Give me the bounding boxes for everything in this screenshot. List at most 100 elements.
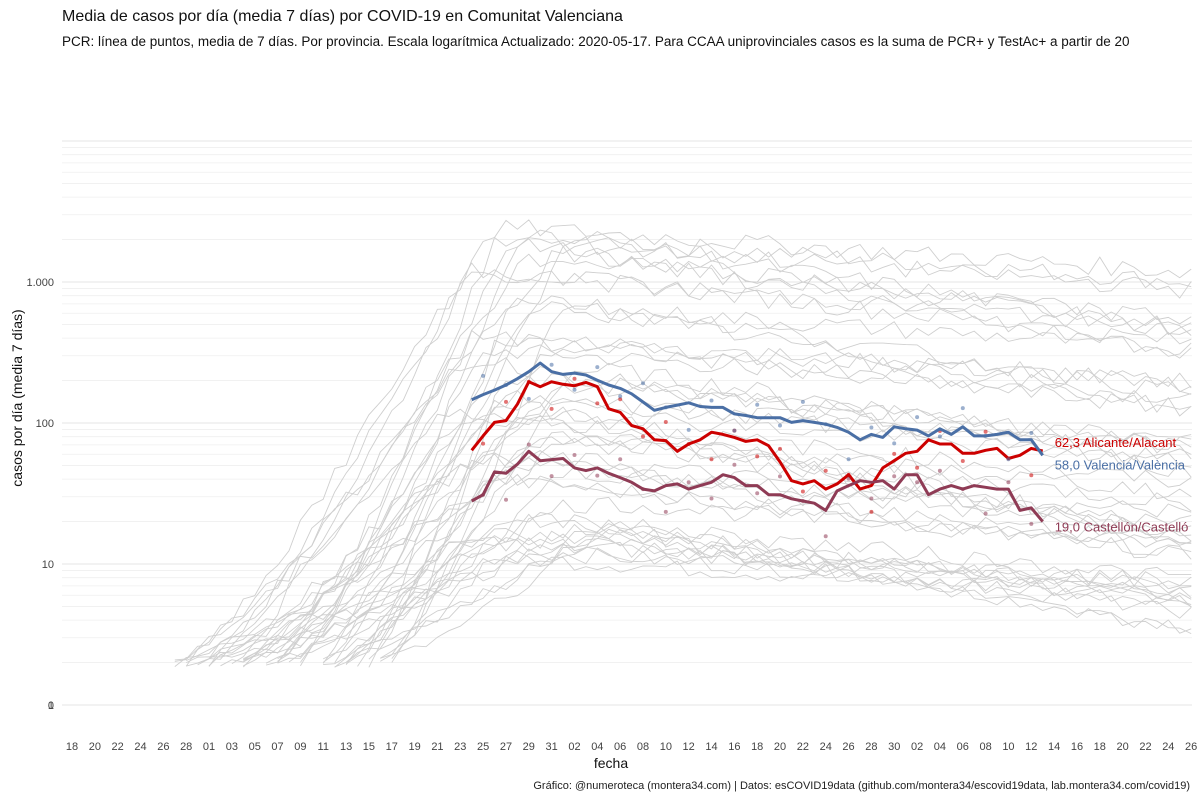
x-tick-label: 01 <box>203 741 215 753</box>
x-tick-label: 20 <box>89 741 101 753</box>
data-point <box>686 427 691 432</box>
x-tick-label: 06 <box>614 741 626 753</box>
background-line <box>391 373 1192 659</box>
series-line <box>470 380 1044 491</box>
x-tick-label: 17 <box>386 741 398 753</box>
background-line <box>231 262 1192 664</box>
x-tick-label: 09 <box>294 741 306 753</box>
data-point <box>778 474 782 479</box>
x-tick-labels: 18 20 22 24 26 28 01 03 05 07 09 11 13 15 17 19 21 23 25 27… <box>66 741 1197 753</box>
y-tick-label: 100 <box>36 418 54 430</box>
data-point <box>618 457 623 462</box>
data-point <box>983 511 988 516</box>
data-point <box>960 406 965 411</box>
x-tick-label: 30 <box>888 741 900 753</box>
data-point <box>481 441 486 446</box>
chart-caption: Gráfico: @numeroteca (montera34.com) | D… <box>533 780 1190 792</box>
data-point <box>526 396 531 401</box>
x-tick-label: 16 <box>728 741 740 753</box>
x-tick-label: 08 <box>979 741 991 753</box>
series-Valencia/València <box>471 361 1044 462</box>
background-line <box>243 512 1192 661</box>
background-line <box>186 518 1192 664</box>
data-point <box>572 453 577 457</box>
series-layer <box>470 361 1044 539</box>
y-tick-label: 0 <box>48 700 54 712</box>
background-line <box>323 537 1192 660</box>
data-point <box>549 406 554 411</box>
background-line <box>322 229 1192 664</box>
x-tick-label: 22 <box>1139 741 1151 753</box>
data-point <box>732 462 737 467</box>
background-line <box>185 270 1192 667</box>
data-point <box>869 496 874 501</box>
x-tick-label: 04 <box>934 741 946 753</box>
y-axis-label: casos por día (media 7 días) <box>9 309 25 486</box>
plot-background <box>62 62 1192 735</box>
x-tick-label: 27 <box>500 741 512 753</box>
data-point <box>823 468 828 473</box>
data-point <box>892 441 897 446</box>
data-point <box>1006 480 1011 485</box>
background-line <box>380 550 1192 659</box>
x-tick-label: 18 <box>1094 741 1106 753</box>
x-tick-label: 20 <box>774 741 786 753</box>
series-line <box>470 449 1044 523</box>
data-point <box>755 454 760 459</box>
data-point <box>915 415 920 420</box>
x-tick-label: 24 <box>134 741 146 753</box>
data-point <box>915 465 920 470</box>
background-line <box>208 496 1192 667</box>
background-line <box>323 537 1192 665</box>
x-tick-label: 12 <box>683 741 695 753</box>
background-line <box>368 389 1192 668</box>
background-lines <box>174 219 1192 668</box>
x-tick-label: 20 <box>1117 741 1129 753</box>
x-tick-label: 24 <box>820 741 832 753</box>
x-tick-label: 26 <box>1185 741 1197 753</box>
x-tick-label: 07 <box>271 741 283 753</box>
x-tick-label: 12 <box>1025 741 1037 753</box>
background-line <box>277 238 1192 664</box>
x-tick-label: 24 <box>1162 741 1174 753</box>
chart-subtitle: PCR: línea de puntos, media de 7 días. P… <box>62 34 1130 49</box>
x-tick-label: 18 <box>66 741 78 753</box>
x-tick-label: 11 <box>318 741 329 753</box>
data-point <box>869 425 874 430</box>
x-tick-label: 22 <box>112 741 124 753</box>
x-tick-label: 10 <box>660 741 672 753</box>
x-tick-label: 18 <box>751 741 763 753</box>
data-point <box>892 474 897 479</box>
x-axis-label: fecha <box>594 755 628 771</box>
data-point <box>1029 473 1034 478</box>
background-line <box>345 406 1192 663</box>
data-point <box>663 420 668 424</box>
data-point <box>1029 431 1034 435</box>
data-point <box>504 399 508 404</box>
data-point <box>641 434 645 439</box>
data-point <box>937 468 942 473</box>
data-point <box>846 476 851 481</box>
background-line <box>345 436 1192 665</box>
x-tick-label: 14 <box>705 741 717 753</box>
data-point <box>846 457 851 462</box>
x-tick-label: 19 <box>408 741 420 753</box>
data-point <box>549 362 554 367</box>
data-point <box>549 474 554 479</box>
x-tick-label: 02 <box>911 741 923 753</box>
data-point <box>618 397 623 402</box>
x-tick-label: 26 <box>157 741 169 753</box>
background-line <box>197 253 1192 664</box>
series-end-label: 58,0 Valencia/València <box>1055 457 1186 472</box>
data-point <box>800 489 805 494</box>
data-point <box>800 399 805 404</box>
end-labels: 62,3 Alicante/Alacant 58,0 Valencia/Valèn… <box>1055 435 1189 535</box>
x-tick-label: 15 <box>363 741 375 753</box>
series-Castellón/Castelló <box>470 442 1044 539</box>
data-point <box>1006 457 1011 462</box>
background-line <box>300 219 1192 663</box>
data-point <box>732 428 737 433</box>
data-point <box>778 423 782 428</box>
data-point <box>595 473 600 478</box>
